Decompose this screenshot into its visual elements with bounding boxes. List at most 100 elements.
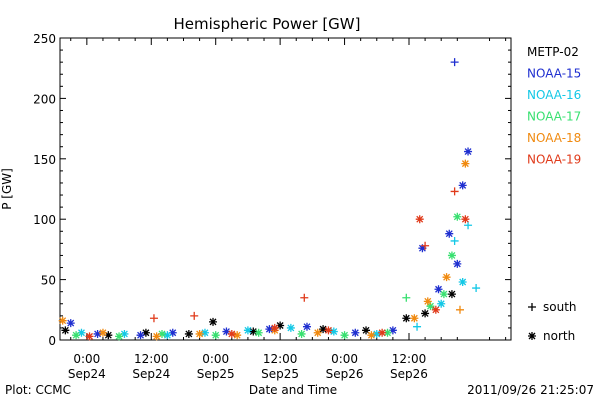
data-point-north <box>426 302 435 311</box>
x-axis: 0:00Sep2412:00Sep240:00Sep2512:00Sep250:… <box>68 38 507 381</box>
y-tick-label: 200 <box>33 92 56 106</box>
legend-entry: NOAA-19 <box>527 153 581 167</box>
data-point-south <box>413 322 422 331</box>
data-points <box>58 58 481 341</box>
x-tick-date-label: Sep26 <box>390 367 428 381</box>
legend-entry: NOAA-16 <box>527 88 581 102</box>
data-point-north <box>437 299 446 308</box>
data-point-north <box>58 316 67 325</box>
x-tick-time-label: 12:00 <box>392 352 427 366</box>
data-point-north <box>447 290 456 299</box>
series-noaa-17 <box>72 212 462 341</box>
data-point-north <box>254 328 263 337</box>
data-point-north <box>528 332 536 340</box>
data-point-north <box>243 326 252 335</box>
data-point-north <box>233 331 242 340</box>
data-point-south <box>149 314 158 323</box>
data-point-south <box>450 58 459 67</box>
data-point-north <box>329 327 338 336</box>
marker-legend-label: north <box>543 329 575 343</box>
data-point-north <box>453 259 462 268</box>
data-point-north <box>423 297 432 306</box>
series-noaa-15 <box>66 58 473 340</box>
data-point-north <box>388 326 397 335</box>
data-point-south <box>472 284 481 293</box>
data-point-north <box>286 323 295 332</box>
data-point-north <box>297 329 306 338</box>
series-noaa-19 <box>85 187 470 341</box>
data-point-north <box>324 326 333 335</box>
data-point-north <box>351 328 360 337</box>
data-point-north <box>85 332 94 341</box>
x-axis-label: Date and Time <box>249 383 337 397</box>
data-point-north <box>415 215 424 224</box>
marker-legend-label: south <box>543 300 577 314</box>
data-point-north <box>163 331 172 340</box>
data-point-north <box>421 309 430 318</box>
data-point-north <box>115 332 124 341</box>
x-tick-time-label: 12:00 <box>134 352 169 366</box>
data-point-north <box>445 229 454 238</box>
legend-entry: METP-02 <box>527 45 579 59</box>
data-point-north <box>439 290 448 299</box>
legend-entry: NOAA-18 <box>527 131 581 145</box>
data-point-north <box>61 326 70 335</box>
data-point-north <box>227 329 236 338</box>
series-metp-02 <box>61 290 456 340</box>
data-point-north <box>98 328 107 337</box>
y-tick-label: 0 <box>48 334 56 348</box>
data-point-north <box>77 328 86 337</box>
data-point-north <box>265 325 274 334</box>
data-point-north <box>434 285 443 294</box>
data-point-south <box>528 303 536 311</box>
timestamp: 2011/09/26 21:25:07 <box>467 383 594 397</box>
x-tick-date-label: Sep25 <box>197 367 235 381</box>
chart-title: Hemispheric Power [GW] <box>174 15 361 33</box>
data-point-south <box>421 241 430 250</box>
data-point-north <box>447 251 456 260</box>
data-point-north <box>367 331 376 340</box>
data-point-north <box>249 327 258 336</box>
plot-credit: Plot: CCMC <box>5 383 71 397</box>
x-tick-time-label: 0:00 <box>331 352 358 366</box>
data-point-north <box>104 331 113 340</box>
data-point-north <box>418 244 427 253</box>
legend-entry: NOAA-17 <box>527 110 581 124</box>
data-point-north <box>319 325 328 334</box>
data-point-south <box>464 221 473 230</box>
data-point-north <box>431 305 440 314</box>
data-point-north <box>464 147 473 156</box>
x-tick-time-label: 0:00 <box>73 352 100 366</box>
data-point-south <box>450 236 459 245</box>
data-point-north <box>93 329 102 338</box>
data-point-north <box>458 278 467 287</box>
legend: METP-02 NOAA-15 NOAA-16 NOAA-17 NOAA-18 NOAA-… <box>527 45 581 167</box>
data-point-south <box>450 187 459 196</box>
data-point-north <box>66 319 75 328</box>
data-point-south <box>402 293 411 302</box>
data-point-north <box>442 273 451 282</box>
data-point-north <box>136 331 145 340</box>
x-tick-time-label: 12:00 <box>263 352 298 366</box>
data-point-north <box>158 329 167 338</box>
data-point-north <box>383 328 392 337</box>
data-point-north <box>461 215 470 224</box>
y-tick-label: 150 <box>33 153 56 167</box>
data-point-north <box>270 323 279 332</box>
y-axis: 0 50 100 150 200 250 <box>33 32 511 348</box>
x-tick-date-label: Sep24 <box>132 367 170 381</box>
data-point-north <box>120 329 129 338</box>
data-point-south <box>300 293 309 302</box>
x-tick-date-label: Sep26 <box>326 367 364 381</box>
x-tick-time-label: 0:00 <box>202 352 229 366</box>
data-point-north <box>302 322 311 331</box>
data-point-north <box>222 327 231 336</box>
data-point-north <box>402 314 411 323</box>
data-point-north <box>141 328 150 337</box>
data-point-north <box>209 317 218 326</box>
data-point-north <box>313 328 322 337</box>
y-tick-label: 250 <box>33 32 56 46</box>
y-tick-label: 100 <box>33 213 56 227</box>
legend-entry: NOAA-15 <box>527 67 581 81</box>
